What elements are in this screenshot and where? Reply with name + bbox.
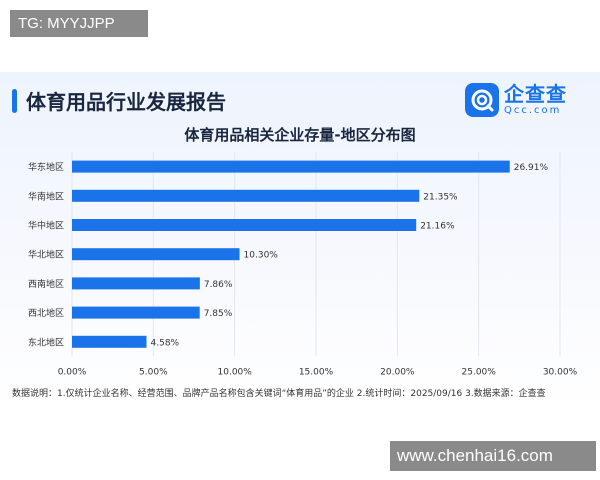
data-footnote: 数据说明：1.仅统计企业名称、经营范围、品牌产品名称包含关键词“体育用品”的企业… — [12, 389, 546, 399]
category-label: 西北地区 — [28, 307, 64, 319]
bar — [72, 306, 200, 319]
x-tick-label: 10.00% — [218, 367, 253, 377]
data-label: 21.16% — [420, 222, 455, 232]
data-label: 26.91% — [514, 163, 549, 173]
report-card — [0, 72, 600, 406]
bar — [72, 219, 417, 231]
bar — [72, 189, 420, 202]
data-label: 4.58% — [151, 338, 180, 348]
chart-title: 体育用品相关企业存量-地区分布图 — [184, 126, 416, 144]
watermark-top: TG: MYYJJPP — [10, 10, 148, 37]
qcc-logo-cn: 企查查 — [504, 82, 567, 106]
category-label: 华南地区 — [28, 190, 64, 202]
x-tick-label: 5.00% — [139, 367, 168, 377]
report-title: 体育用品行业发展报告 — [26, 90, 226, 114]
category-label: 东北地区 — [28, 336, 64, 348]
data-label: 7.86% — [204, 280, 233, 290]
x-tick-label: 15.00% — [299, 367, 334, 377]
bar — [72, 248, 240, 261]
data-label: 21.35% — [423, 192, 458, 202]
category-label: 华北地区 — [28, 249, 64, 261]
qcc-logo-en: Qcc.com — [504, 105, 562, 116]
x-tick-label: 0.00% — [58, 367, 87, 377]
category-label: 西南地区 — [28, 278, 64, 290]
bar — [72, 335, 147, 348]
bar — [72, 277, 200, 290]
x-tick-label: 30.00% — [543, 367, 578, 377]
qcc-logo-icon — [465, 83, 499, 117]
report-header: 体育用品行业发展报告 — [12, 86, 226, 115]
category-label: 华东地区 — [28, 161, 64, 173]
bar — [72, 160, 510, 173]
category-label: 华中地区 — [28, 220, 64, 232]
data-label: 10.30% — [244, 251, 279, 261]
watermark-bottom: www.chenhai16.com — [390, 441, 596, 471]
x-tick-label: 20.00% — [380, 367, 415, 377]
title-accent-bar — [12, 88, 17, 113]
x-tick-label: 25.00% — [462, 367, 497, 377]
qcc-logo: 企查查 Qcc.com — [465, 83, 567, 117]
data-label: 7.85% — [204, 309, 233, 319]
